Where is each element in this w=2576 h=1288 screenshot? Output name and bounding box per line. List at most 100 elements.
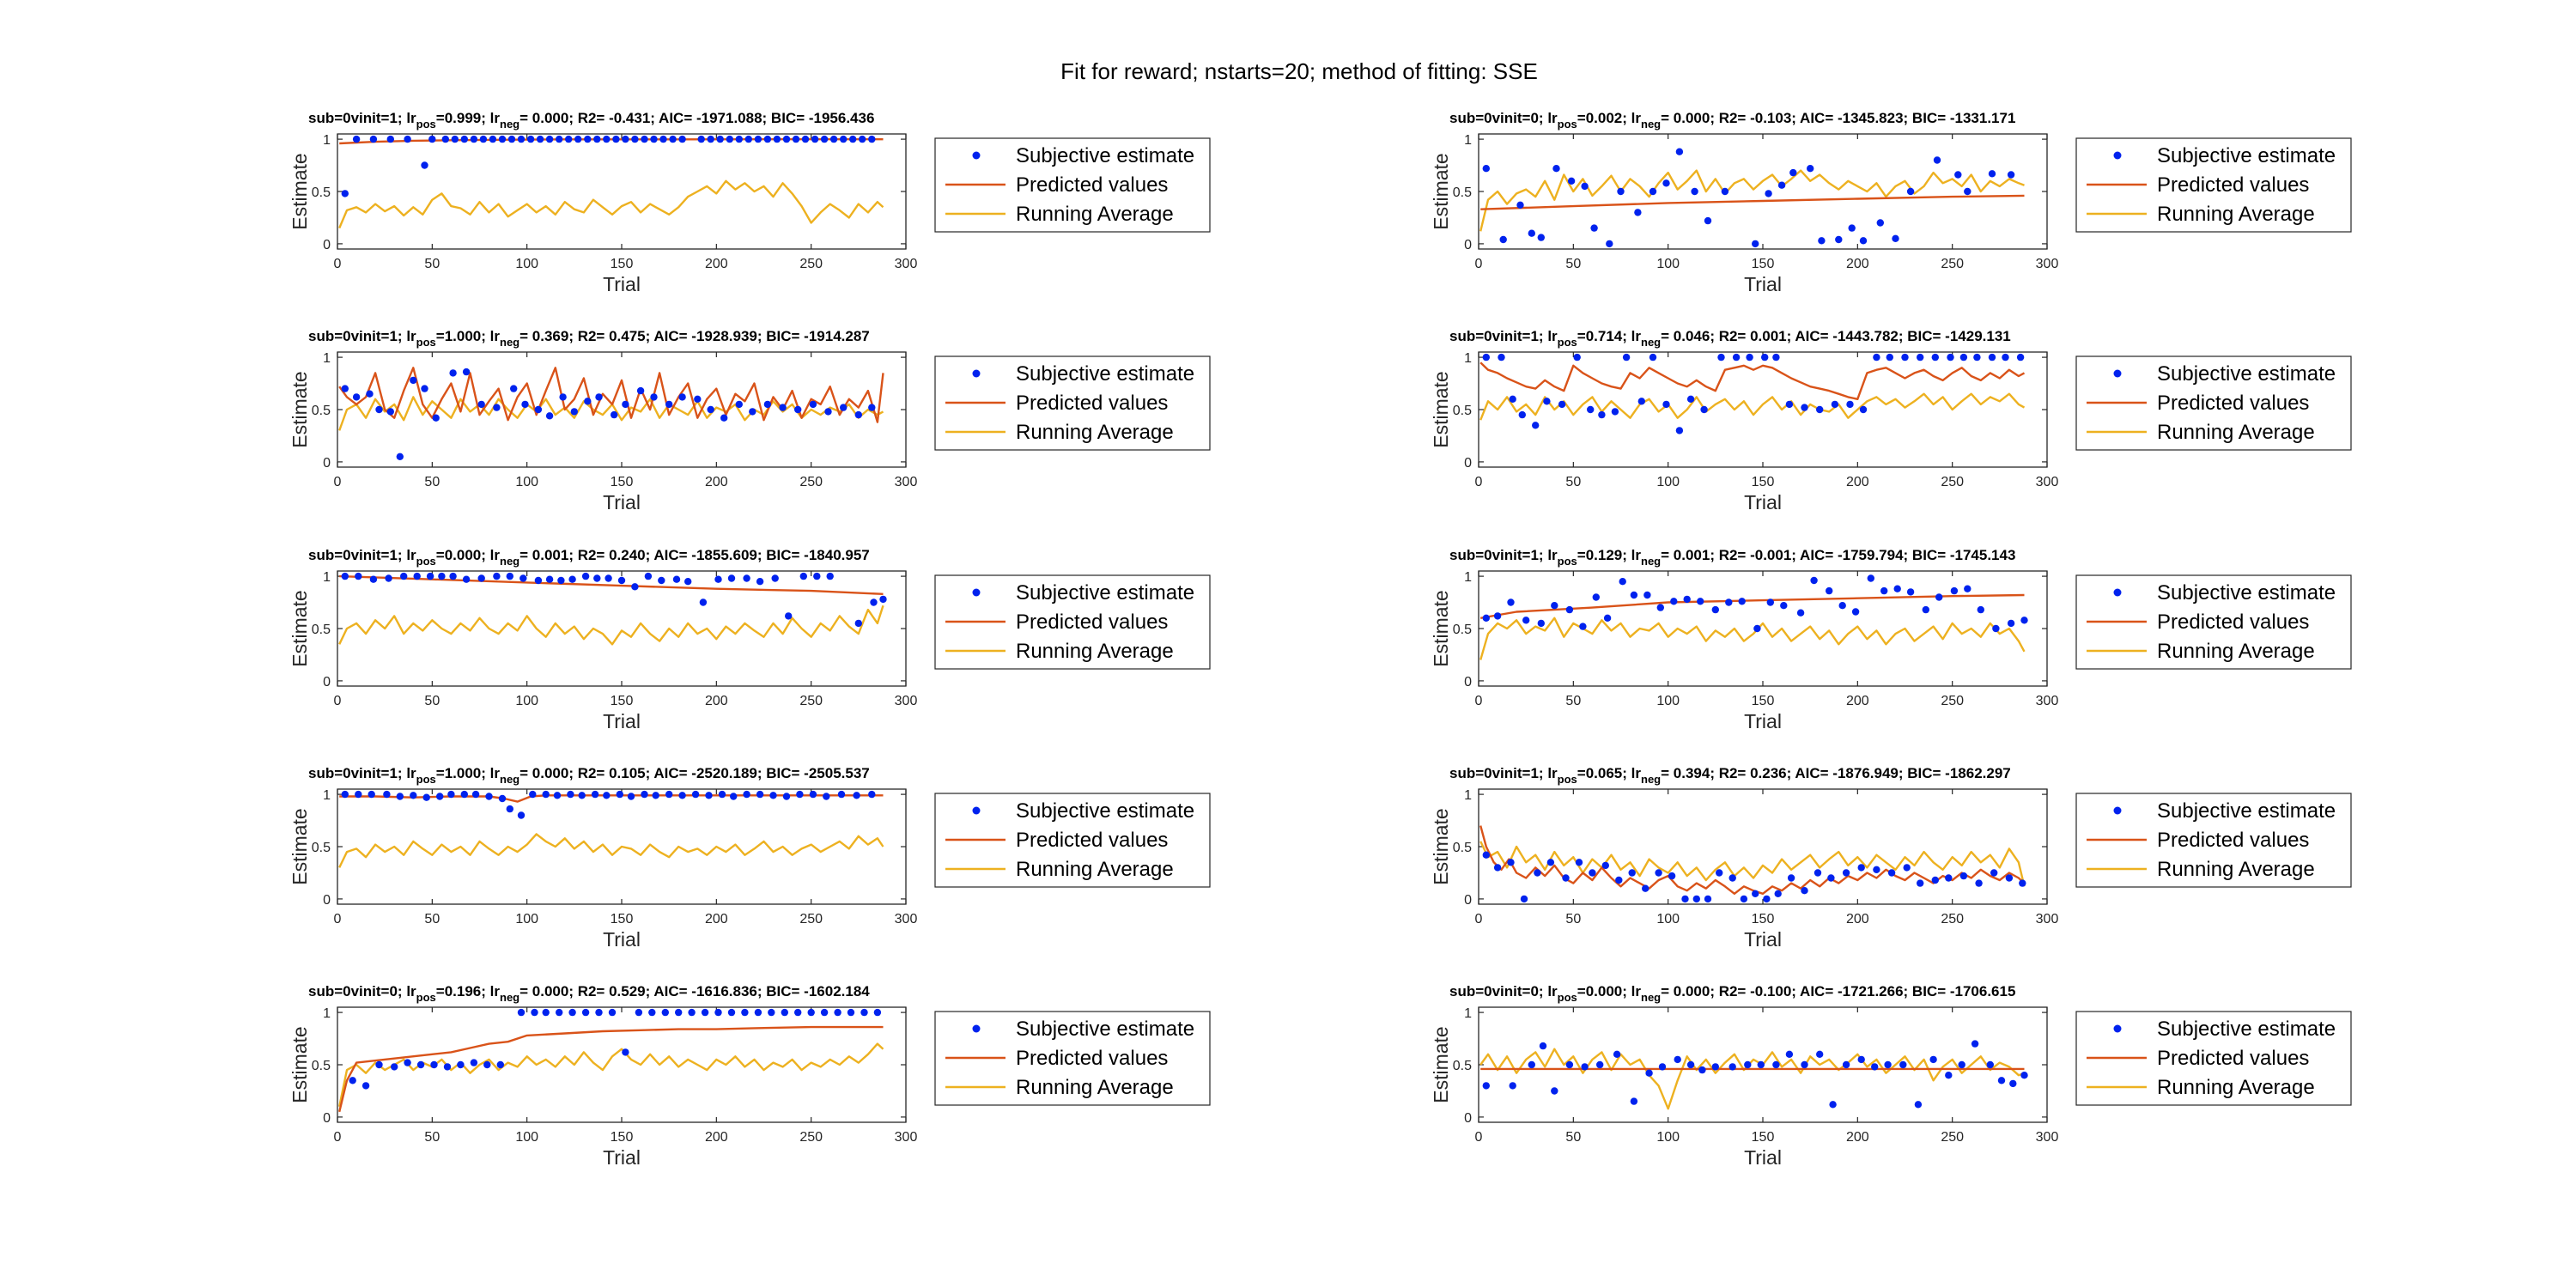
subjective-estimate-point xyxy=(1831,400,1839,409)
subjective-estimate-point xyxy=(756,578,764,586)
subjective-estimate-point xyxy=(1634,209,1642,216)
subplot-7: sub=0vinit=1; lrpos=1.000; lrneg= 0.000;… xyxy=(289,765,1211,951)
subjective-estimate-point xyxy=(617,576,626,585)
subplot-title-pos-sub: pos xyxy=(1558,991,1577,1004)
subjective-estimate-point xyxy=(567,790,574,799)
subjective-estimate-point xyxy=(744,135,752,143)
x-axis-label: Trial xyxy=(1744,491,1782,513)
legend-label-subjective-estimate: Subjective estimate xyxy=(1016,581,1194,605)
subjective-estimate-point xyxy=(2002,353,2009,361)
subjective-estimate-point xyxy=(648,1008,656,1017)
x-tick-label: 150 xyxy=(1752,694,1775,708)
subjective-estimate-point xyxy=(542,790,550,799)
subjective-estimate-point xyxy=(531,1008,538,1017)
subjective-estimate-point xyxy=(697,135,705,143)
subjective-estimate-point xyxy=(611,410,618,419)
y-tick-label: 0.5 xyxy=(312,404,331,418)
subjective-estimate-point xyxy=(1859,405,1868,414)
subjective-estimate-point xyxy=(2007,619,2015,628)
subplot-title-prefix: sub=0vinit=0; lr xyxy=(1449,983,1558,999)
subjective-estimate-point xyxy=(1796,609,1805,617)
subjective-estimate-point xyxy=(1789,168,1797,177)
legend-label-predicted-values: Predicted values xyxy=(1016,1047,1168,1070)
subjective-estimate-point xyxy=(1630,1097,1638,1105)
subjective-estimate-point xyxy=(1482,1082,1491,1090)
x-tick-label: 100 xyxy=(1656,475,1680,489)
subplot-title-rest: = 0.001; R2= -0.001; AIC= -1759.794; BIC… xyxy=(1661,547,2015,563)
x-tick-label: 250 xyxy=(1941,257,1964,271)
subjective-estimate-point xyxy=(432,414,440,422)
predicted-values-line xyxy=(338,1025,884,1113)
subjective-estimate-point xyxy=(1581,182,1589,191)
subjective-estimate-point xyxy=(2020,1072,2028,1079)
subjective-estimate-point xyxy=(1711,1063,1720,1071)
subjective-estimate-point xyxy=(426,572,434,580)
subjective-estimate-point xyxy=(688,1008,696,1017)
subjective-estimate-point xyxy=(868,790,876,799)
y-tick-label: 1 xyxy=(1464,570,1472,585)
subjective-estimate-point xyxy=(517,135,526,143)
subplot-title-prefix: sub=0vinit=1; lr xyxy=(1449,328,1558,344)
subjective-estimate-point xyxy=(369,135,378,143)
y-axis-label: Estimate xyxy=(289,590,311,666)
subjective-estimate-point xyxy=(517,811,526,819)
subjective-estimate-point xyxy=(1493,864,1502,872)
subjective-estimate-point xyxy=(1721,187,1729,196)
legend-label-running-average: Running Average xyxy=(1016,858,1174,881)
subjective-estimate-point xyxy=(1842,1060,1850,1069)
legend-label-predicted-values: Predicted values xyxy=(2157,829,2309,852)
subjective-estimate-point xyxy=(1728,1063,1736,1071)
subjective-estimate-point xyxy=(616,790,623,799)
subjective-estimate-point xyxy=(678,393,686,401)
subjective-estimate-point xyxy=(1700,405,1708,414)
x-tick-label: 300 xyxy=(895,257,918,271)
subjective-estimate-point xyxy=(1935,593,1943,601)
subjective-estimate-point xyxy=(641,135,648,143)
subjective-estimate-point xyxy=(691,790,700,799)
subjective-estimate-point xyxy=(1528,1060,1536,1069)
subjective-estimate-point xyxy=(879,595,887,604)
subjective-estimate-point xyxy=(1643,591,1651,599)
subplot-title: sub=0vinit=1; lrpos=1.000; lrneg= 0.000;… xyxy=(308,765,870,786)
x-tick-label: 200 xyxy=(705,1130,728,1145)
subjective-estimate-point xyxy=(669,135,677,143)
subjective-estimate-point xyxy=(868,404,876,411)
subjective-estimate-point xyxy=(718,790,726,799)
subjective-estimate-point xyxy=(837,790,846,799)
y-tick-label: 0 xyxy=(323,1111,331,1126)
y-tick-label: 1 xyxy=(1464,351,1472,366)
subjective-estimate-point xyxy=(853,792,860,799)
subjective-estimate-point xyxy=(568,1008,576,1017)
subjective-estimate-point xyxy=(1917,353,1924,361)
x-tick-label: 200 xyxy=(1846,912,1869,927)
legend-label-running-average: Running Average xyxy=(2157,640,2315,663)
subplot-title-neg-sub: neg xyxy=(1641,118,1661,131)
subjective-estimate-point xyxy=(521,400,529,409)
subjective-estimate-point xyxy=(1596,1060,1604,1069)
subplot-title-pos-val: =1.000; lr xyxy=(436,328,501,344)
subjective-estimate-point xyxy=(349,1077,356,1084)
subjective-estimate-point xyxy=(1945,874,1953,882)
subjective-estimate-point xyxy=(391,1063,398,1071)
subplot-title-rest: = 0.001; R2= 0.240; AIC= -1855.609; BIC=… xyxy=(519,547,870,563)
subjective-estimate-point xyxy=(1691,187,1698,196)
subjective-estimate-point xyxy=(1493,612,1502,620)
subjective-estimate-point xyxy=(1973,353,1981,361)
subjective-estimate-point xyxy=(368,790,375,799)
subjective-estimate-point xyxy=(1906,588,1915,596)
subjective-estimate-point xyxy=(1662,179,1670,187)
subplot-1: sub=0vinit=1; lrpos=0.999; lrneg= 0.000;… xyxy=(289,110,1211,295)
subjective-estimate-point xyxy=(1884,1060,1892,1069)
subjective-estimate-point xyxy=(1842,869,1850,877)
subjective-estimate-point xyxy=(1826,586,1833,595)
subjective-estimate-point xyxy=(769,792,777,799)
subjective-estimate-point xyxy=(701,1008,709,1017)
subjective-estimate-point xyxy=(1565,1060,1574,1069)
subplot-title-prefix: sub=0vinit=1; lr xyxy=(308,110,416,126)
subjective-estimate-point xyxy=(811,135,819,143)
subjective-estimate-point xyxy=(352,393,361,401)
subjective-estimate-point xyxy=(799,572,807,580)
x-tick-label: 200 xyxy=(1846,694,1869,708)
subjective-estimate-point xyxy=(1964,585,1971,592)
